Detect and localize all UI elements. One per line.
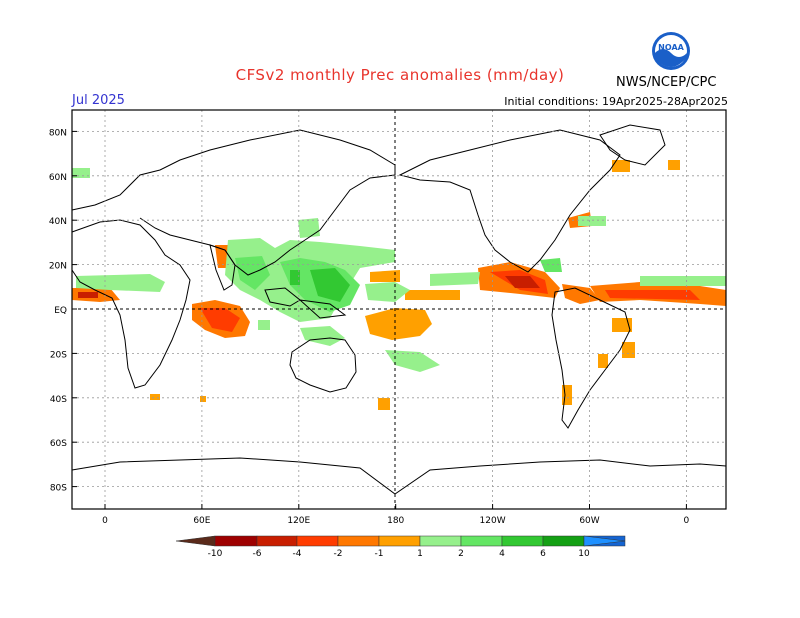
colorbar-swatch-dry [256, 535, 298, 547]
colorbar [175, 535, 626, 547]
lat-label: 60S [50, 439, 67, 449]
lon-labels: 0 60E 120E 180 120W 60W 0 [102, 504, 690, 526]
colorbar-label: -1 [375, 549, 384, 559]
lat-label: 40S [50, 395, 67, 405]
lat-label: 40N [49, 217, 67, 227]
colorbar-label: -4 [293, 549, 302, 559]
initial-conditions: Initial conditions: 19Apr2025-28Apr2025 [504, 95, 728, 108]
lon-label: 180 [387, 516, 404, 526]
lon-label: 0 [684, 516, 690, 526]
colorbar-swatch-dry [337, 535, 380, 547]
colorbar-swatch-dry [378, 535, 421, 547]
colorbar-swatch-wet [542, 535, 585, 547]
lat-label: 80S [50, 484, 67, 494]
lat-label: 80N [49, 128, 67, 138]
lon-label: 120W [480, 516, 506, 526]
colorbar-label: 4 [499, 549, 505, 559]
colorbar-label: 2 [458, 549, 464, 559]
agency-label: NWS/NCEP/CPC [616, 75, 717, 90]
lon-label: 0 [102, 516, 108, 526]
colorbar-label: 6 [540, 549, 546, 559]
map-grid [72, 110, 726, 509]
colorbar-swatch-dry [296, 535, 339, 547]
colorbar-label: 1 [417, 549, 423, 559]
coastlines [71, 124, 727, 495]
noaa-logo-icon: NOAA [652, 32, 690, 70]
wet-anomalies [72, 168, 726, 372]
forecast-month: Jul 2025 [72, 93, 125, 108]
colorbar-swatch-wet [501, 535, 544, 547]
map-title: CFSv2 monthly Prec anomalies (mm/day) [235, 66, 565, 84]
colorbar-arrow-low [175, 535, 216, 547]
colorbar-arrow-high [583, 535, 626, 547]
colorbar-label: -2 [334, 549, 343, 559]
lat-label: EQ [54, 306, 67, 316]
lat-label: 60N [49, 173, 67, 183]
lat-label: 20S [50, 350, 67, 360]
lon-label: 60W [579, 516, 599, 526]
colorbar-swatch-dry [214, 535, 258, 547]
lon-label: 60E [193, 516, 210, 526]
lat-label: 20N [49, 262, 67, 272]
colorbar-swatch-wet [419, 535, 462, 547]
colorbar-label: 10 [578, 549, 590, 559]
colorbar-label: -10 [208, 549, 223, 559]
lon-label: 120E [287, 516, 310, 526]
lat-labels: 80N 60N 40N 20N EQ 20S 40S 60S 80S [49, 128, 77, 494]
colorbar-labels: -10 -6 -4 -2 -1 1 2 4 6 10 [208, 549, 590, 559]
colorbar-label: -6 [253, 549, 262, 559]
colorbar-swatch-wet [460, 535, 503, 547]
logo-text: NOAA [658, 43, 684, 52]
